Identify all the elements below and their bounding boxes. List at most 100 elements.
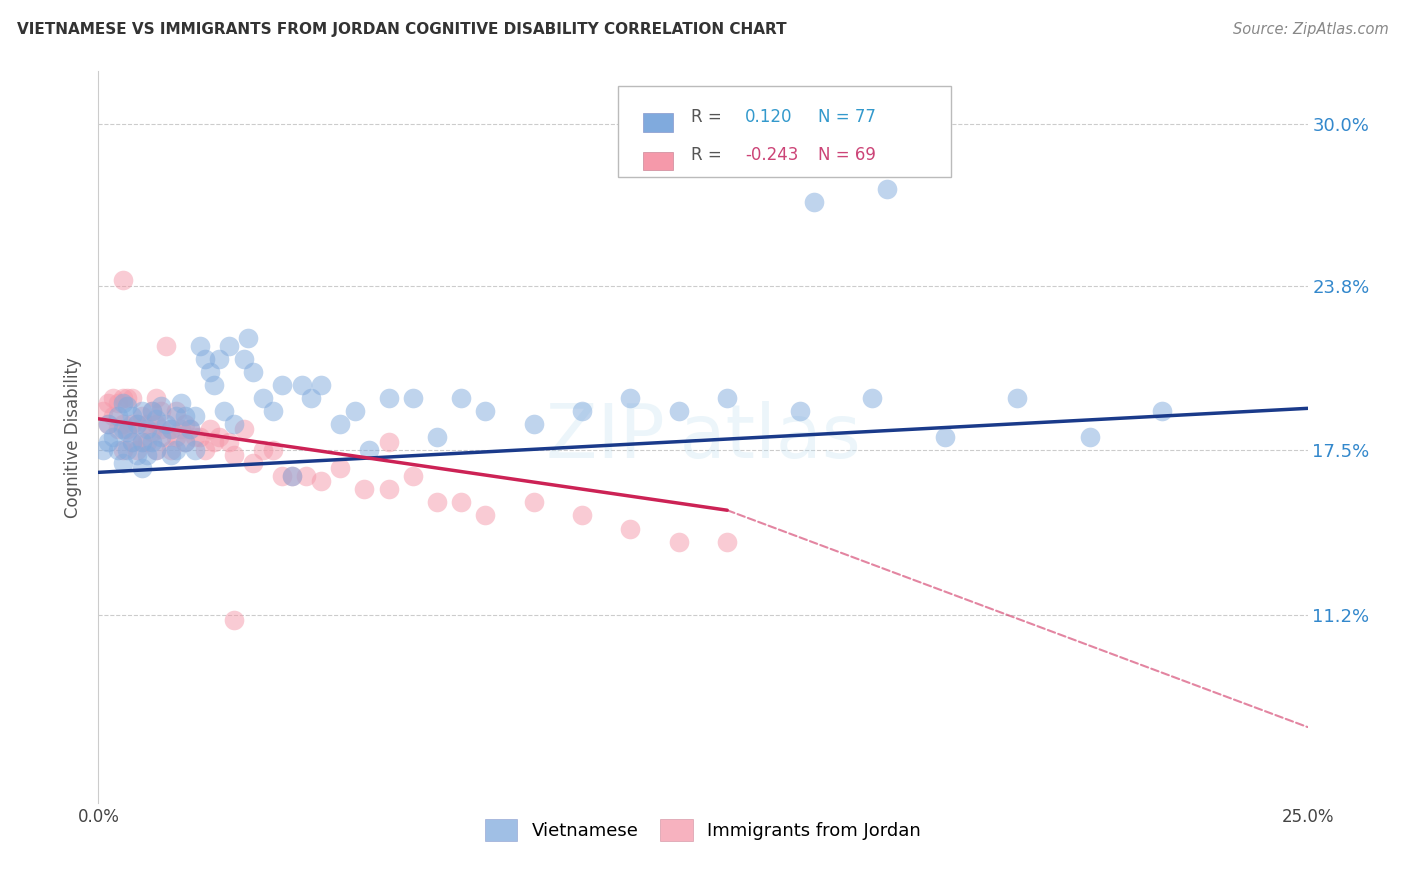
Point xyxy=(523,495,546,509)
Text: R =: R = xyxy=(690,146,721,164)
Point xyxy=(121,391,143,405)
Point xyxy=(329,461,352,475)
Point xyxy=(155,430,177,444)
Point xyxy=(117,443,139,458)
Point xyxy=(353,483,375,497)
Point xyxy=(290,377,312,392)
Point xyxy=(716,391,738,405)
Point xyxy=(107,422,129,436)
Point xyxy=(160,422,183,436)
Point xyxy=(179,422,201,436)
Y-axis label: Cognitive Disability: Cognitive Disability xyxy=(65,357,83,517)
Point xyxy=(117,425,139,439)
Point xyxy=(232,351,254,366)
Point xyxy=(1078,430,1101,444)
Point xyxy=(107,396,129,410)
Point xyxy=(135,417,157,431)
Point xyxy=(160,443,183,458)
Point xyxy=(160,449,183,463)
Point xyxy=(194,443,217,458)
Point xyxy=(329,417,352,431)
Point xyxy=(127,449,149,463)
Point xyxy=(1152,404,1174,418)
Point xyxy=(101,391,124,405)
Point xyxy=(169,422,191,436)
Point xyxy=(111,417,134,431)
Text: 0.120: 0.120 xyxy=(745,108,793,126)
Point xyxy=(97,435,120,450)
Point xyxy=(145,443,167,458)
Point xyxy=(131,409,153,424)
Point xyxy=(295,469,318,483)
Point xyxy=(131,461,153,475)
Point xyxy=(150,422,173,436)
Point xyxy=(204,435,226,450)
Point xyxy=(571,404,593,418)
Point xyxy=(111,396,134,410)
Point xyxy=(150,430,173,444)
Point xyxy=(934,430,956,444)
Point xyxy=(145,417,167,431)
Point xyxy=(91,404,114,418)
Point xyxy=(242,365,264,379)
Text: VIETNAMESE VS IMMIGRANTS FROM JORDAN COGNITIVE DISABILITY CORRELATION CHART: VIETNAMESE VS IMMIGRANTS FROM JORDAN COG… xyxy=(17,22,786,37)
Point xyxy=(523,417,546,431)
Point xyxy=(474,404,496,418)
Point xyxy=(145,412,167,426)
Point xyxy=(97,417,120,431)
Point xyxy=(184,443,207,458)
Point xyxy=(184,430,207,444)
Point xyxy=(131,404,153,418)
Point xyxy=(252,391,274,405)
Point xyxy=(121,435,143,450)
Point xyxy=(571,508,593,523)
Point xyxy=(222,449,245,463)
Point xyxy=(222,613,245,627)
Point xyxy=(111,422,134,436)
Point xyxy=(188,338,211,352)
Point xyxy=(111,391,134,405)
Point xyxy=(107,443,129,458)
Point xyxy=(174,409,197,424)
Point xyxy=(619,391,641,405)
Point xyxy=(117,399,139,413)
Point xyxy=(204,377,226,392)
Point xyxy=(402,391,425,405)
Point xyxy=(271,469,294,483)
Point xyxy=(262,404,284,418)
Point xyxy=(716,534,738,549)
Point xyxy=(271,377,294,392)
Point xyxy=(619,521,641,535)
Point xyxy=(450,391,472,405)
Point xyxy=(169,396,191,410)
Point xyxy=(238,331,260,345)
Point xyxy=(141,435,163,450)
FancyBboxPatch shape xyxy=(643,153,673,170)
Point xyxy=(281,469,304,483)
Point xyxy=(111,456,134,470)
Point xyxy=(131,435,153,450)
Point xyxy=(174,417,197,431)
Text: Source: ZipAtlas.com: Source: ZipAtlas.com xyxy=(1233,22,1389,37)
Point xyxy=(141,404,163,418)
Point xyxy=(377,391,399,405)
Point xyxy=(127,443,149,458)
Point xyxy=(160,422,183,436)
Point xyxy=(91,443,114,458)
Point xyxy=(860,391,883,405)
Point xyxy=(188,430,211,444)
Text: -0.243: -0.243 xyxy=(745,146,799,164)
Point xyxy=(127,417,149,431)
Point xyxy=(299,391,322,405)
Point xyxy=(450,495,472,509)
Point xyxy=(194,351,217,366)
Point xyxy=(426,430,449,444)
Point xyxy=(474,508,496,523)
Point xyxy=(107,409,129,424)
Point xyxy=(150,404,173,418)
Point xyxy=(111,273,134,287)
Point xyxy=(141,404,163,418)
Point xyxy=(165,430,187,444)
Point xyxy=(232,422,254,436)
FancyBboxPatch shape xyxy=(643,113,673,132)
